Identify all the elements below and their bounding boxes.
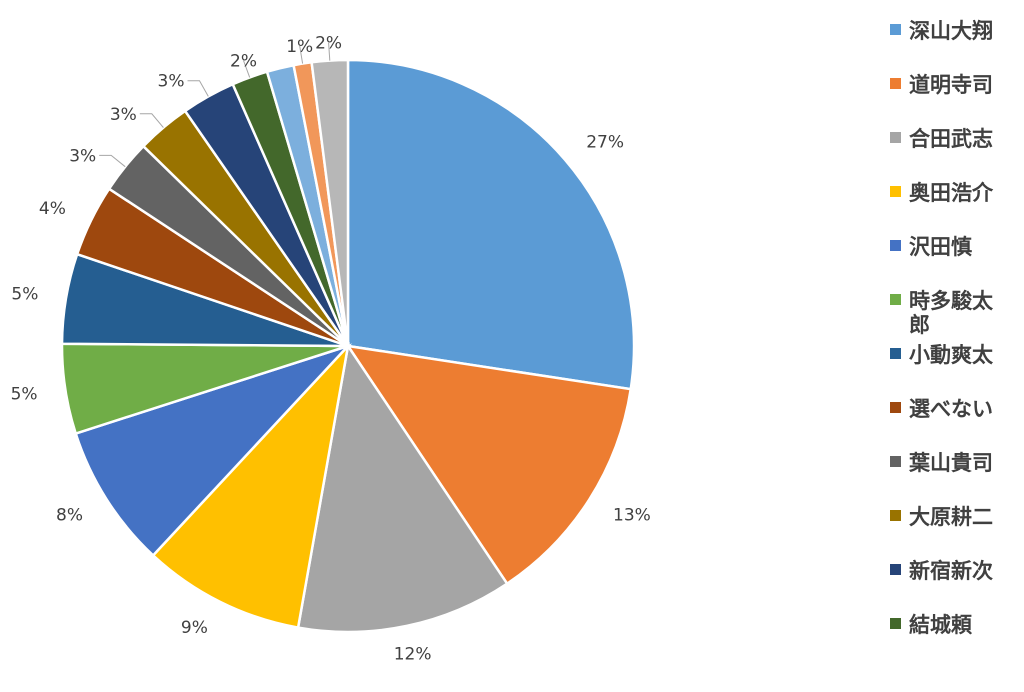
leader-line-11 [243, 60, 251, 78]
legend-label-0: 深山大翔 [909, 19, 993, 43]
data-label-3: 9% [181, 618, 208, 638]
legend: 深山大翔道明寺司合田武志奥田浩介沢田慎時多駿太郎小動爽太選べない葉山貴司大原耕二… [890, 19, 994, 637]
data-label-8: 3% [69, 146, 96, 166]
legend-label-11: 結城頼 [909, 613, 973, 637]
legend-label-5: 時多駿太郎 [909, 289, 994, 337]
legend-label-1: 道明寺司 [909, 73, 993, 97]
legend-swatch-10 [890, 564, 901, 575]
legend-swatch-8 [890, 456, 901, 467]
legend-swatch-1 [890, 78, 901, 89]
legend-swatch-11 [890, 618, 901, 629]
legend-swatch-0 [890, 24, 901, 35]
legend-label-8: 葉山貴司 [908, 451, 993, 475]
data-label-11: 2% [230, 52, 257, 72]
legend-label-7: 選べない [909, 397, 993, 421]
leader-line-10 [187, 80, 209, 97]
legend-label-4: 沢田慎 [909, 235, 972, 259]
leader-line-8 [99, 154, 126, 168]
legend-swatch-7 [890, 402, 901, 413]
pie-slices [60, 58, 636, 634]
data-label-14: 2% [315, 34, 342, 54]
data-labels: 27%13%12%9%8%5%5%4%3%3%3%2%1% 2% [11, 34, 651, 665]
legend-swatch-6 [890, 348, 901, 359]
legend-label-9: 大原耕二 [909, 505, 993, 529]
leader-line-9 [139, 113, 164, 128]
data-label-10: 3% [158, 72, 185, 92]
leader-line-13 [299, 45, 304, 64]
legend-swatch-3 [890, 186, 901, 197]
leader-line-14 [328, 42, 331, 61]
data-label-0: 27% [586, 132, 624, 152]
data-label-6: 5% [11, 285, 38, 305]
pie-slice-0 [346, 58, 636, 391]
data-label-1: 13% [613, 505, 651, 525]
legend-label-2: 合田武志 [909, 127, 993, 151]
legend-label-3: 奥田浩介 [909, 181, 994, 205]
legend-swatch-9 [890, 510, 901, 521]
data-label-5: 5% [11, 384, 38, 404]
pie-slice-3 [151, 342, 350, 630]
data-label-7: 4% [39, 199, 66, 219]
data-label-9: 3% [110, 105, 137, 125]
legend-swatch-5 [890, 294, 901, 305]
legend-label-10: 新宿新次 [909, 559, 993, 583]
legend-label-6: 小動爽太 [909, 343, 994, 367]
pie-slice-2 [296, 342, 509, 634]
leader-lines [99, 42, 331, 168]
data-label-4: 8% [56, 505, 83, 525]
data-label-2: 12% [394, 644, 432, 664]
data-label-13: 1% [286, 37, 313, 57]
legend-swatch-2 [890, 132, 901, 143]
pie-slice-4 [74, 343, 353, 558]
legend-swatch-4 [890, 240, 901, 251]
pie-slice-1 [345, 344, 633, 586]
